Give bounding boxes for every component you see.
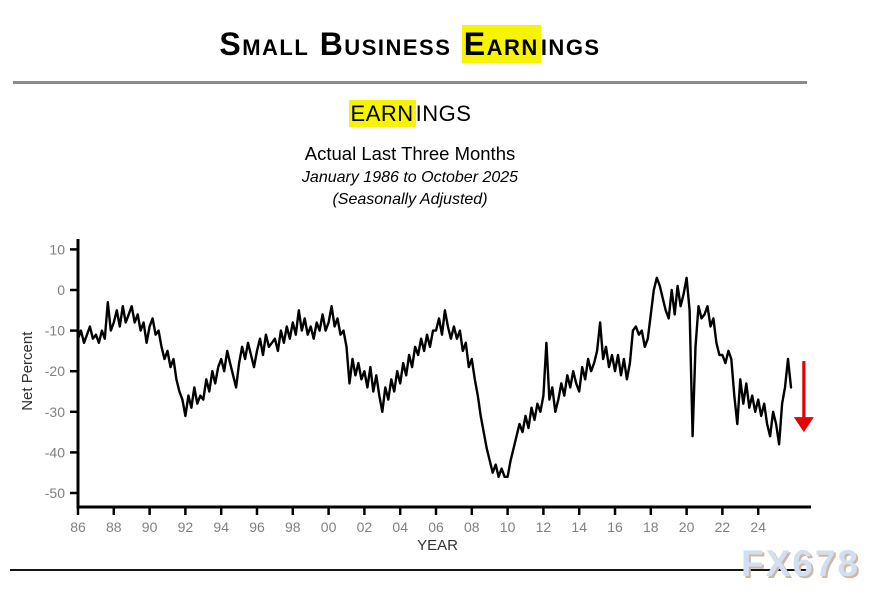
chart-subtitle: Actual Last Three Months [304, 143, 516, 164]
bottom-border-line [10, 569, 812, 571]
y-tick-label: 0 [57, 282, 65, 298]
x-tick-label: 22 [715, 519, 731, 535]
downtrend-arrow [793, 361, 814, 433]
x-tick-label: 88 [106, 519, 122, 535]
y-tick-label: 10 [49, 241, 65, 257]
x-tick-label: 16 [607, 519, 623, 535]
page-title-prefix: Small Business [219, 26, 462, 62]
axes [76, 239, 811, 509]
y-axis-ticks: 10 0 -10 -20 -30 -40 -50 [45, 241, 78, 501]
x-tick-label: 04 [392, 519, 408, 535]
x-tick-label: 24 [750, 519, 766, 535]
title-divider-line [13, 81, 807, 84]
y-tick-label: -30 [45, 404, 65, 420]
x-tick-label: 14 [571, 519, 587, 535]
x-tick-label: 98 [285, 519, 301, 535]
fx678-watermark: FX678 [741, 543, 861, 584]
x-axis-title: YEAR [417, 537, 458, 554]
y-tick-label: -20 [45, 363, 65, 379]
x-tick-label: 02 [357, 519, 373, 535]
y-axis-title: Net Percent [19, 331, 36, 411]
page-title-suffix: ings [540, 26, 601, 62]
x-tick-label: 00 [321, 519, 337, 535]
x-tick-label: 92 [178, 519, 194, 535]
x-tick-label: 94 [213, 519, 229, 535]
x-tick-label: 06 [428, 519, 444, 535]
y-tick-label: -50 [45, 485, 65, 501]
chart-title: EARNINGS [0, 100, 820, 127]
downtrend-arrow-head [793, 417, 814, 433]
x-tick-label: 90 [142, 519, 158, 535]
chart-note: (Seasonally Adjusted) [332, 191, 488, 208]
y-tick-label: -40 [45, 444, 65, 460]
x-tick-label: 12 [536, 519, 552, 535]
earnings-data-line [76, 276, 793, 478]
page-title: Small Business Earnings [0, 25, 820, 63]
x-tick-label: 08 [464, 519, 480, 535]
x-tick-label: 86 [70, 519, 86, 535]
x-tick-label: 18 [643, 519, 659, 535]
chart-title-highlight: EARN [348, 100, 416, 127]
chart-period: January 1986 to October 2025 [301, 169, 519, 186]
chart-title-rest: INGS [415, 101, 472, 126]
page-title-highlight: Earn [461, 25, 541, 63]
x-axis-ticks: 86 88 90 92 94 96 98 00 02 04 06 08 10 12 14 16 18 20 22 24 [70, 507, 766, 535]
x-tick-label: 10 [500, 519, 516, 535]
x-tick-label: 96 [249, 519, 265, 535]
y-tick-label: -10 [45, 323, 65, 339]
x-tick-label: 20 [679, 519, 695, 535]
